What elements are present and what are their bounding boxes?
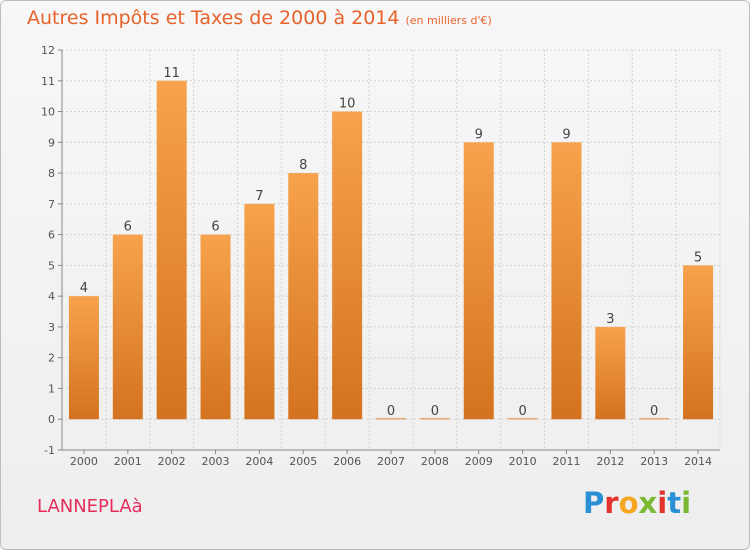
y-tick-label: 0 bbox=[48, 413, 55, 426]
x-tick-label: 2012 bbox=[596, 455, 624, 468]
data-label: 10 bbox=[339, 97, 356, 112]
y-tick-label: 9 bbox=[48, 136, 55, 149]
y-tick-label: 6 bbox=[48, 229, 55, 242]
axes bbox=[58, 49, 720, 454]
data-labels: 4 6 11 6 7 8 10 0 0 9 0 9 3 0 5 bbox=[80, 66, 702, 419]
x-tick-label: 2004 bbox=[245, 455, 273, 468]
logo-letter: i bbox=[681, 486, 692, 520]
data-label: 6 bbox=[211, 220, 219, 235]
x-tick-label: 2000 bbox=[70, 455, 98, 468]
data-label: 0 bbox=[387, 404, 395, 419]
logo-letter: P bbox=[583, 486, 605, 520]
bar bbox=[419, 418, 450, 420]
y-tick-label: 7 bbox=[48, 198, 55, 211]
y-tick-label: 2 bbox=[48, 352, 55, 365]
x-tick-label: 2007 bbox=[377, 455, 405, 468]
data-label: 0 bbox=[650, 404, 658, 419]
y-tick-label: 1 bbox=[48, 382, 55, 395]
x-tick-label: 2011 bbox=[552, 455, 580, 468]
x-tick-label: 2009 bbox=[465, 455, 493, 468]
logo-letter: r bbox=[604, 486, 619, 520]
bar bbox=[112, 234, 143, 420]
bar bbox=[156, 80, 187, 420]
chart-title-text: Autres Impôts et Taxes de 2000 à 2014 bbox=[27, 7, 400, 29]
data-label: 6 bbox=[124, 220, 132, 235]
x-tick-label: 2014 bbox=[684, 455, 712, 468]
data-label: 7 bbox=[255, 189, 263, 204]
bar bbox=[463, 142, 494, 420]
data-label: 0 bbox=[518, 404, 526, 419]
logo-letter: i bbox=[657, 486, 668, 520]
bar bbox=[595, 326, 626, 420]
x-tick-label: 2003 bbox=[202, 455, 230, 468]
bar bbox=[332, 111, 363, 420]
logo-letter: t bbox=[667, 486, 682, 520]
bar bbox=[244, 203, 275, 420]
bar bbox=[200, 234, 231, 420]
y-tick-label: 3 bbox=[48, 321, 55, 334]
x-tick-label: 2002 bbox=[158, 455, 186, 468]
x-tick-label: 2008 bbox=[421, 455, 449, 468]
y-tick-label: 12 bbox=[41, 44, 55, 57]
bars bbox=[68, 80, 714, 420]
data-label: 5 bbox=[694, 250, 702, 265]
y-tick-label: 4 bbox=[48, 290, 55, 303]
commune-name: LANNEPLAà bbox=[37, 496, 143, 517]
data-label: 3 bbox=[606, 312, 614, 327]
data-label: 4 bbox=[80, 281, 88, 296]
proxiti-logo: Proxiti bbox=[583, 486, 691, 520]
logo-letter: o bbox=[618, 486, 639, 520]
bar bbox=[376, 418, 406, 420]
x-tick-label: 2001 bbox=[114, 455, 142, 468]
bar bbox=[683, 265, 714, 420]
bar bbox=[288, 173, 319, 420]
x-tick-label: 2013 bbox=[640, 455, 668, 468]
logo-letter: x bbox=[638, 486, 658, 520]
bar bbox=[507, 418, 538, 420]
data-label: 9 bbox=[475, 127, 483, 142]
chart-title: Autres Impôts et Taxes de 2000 à 2014 (en… bbox=[27, 7, 492, 29]
chart-unit: (en milliers d'€) bbox=[405, 14, 492, 27]
data-label: 9 bbox=[562, 127, 570, 142]
data-label: 0 bbox=[431, 404, 439, 419]
x-tick-label: 2005 bbox=[289, 455, 317, 468]
data-label: 8 bbox=[299, 158, 307, 173]
bar bbox=[68, 296, 99, 420]
x-tick-label: 2010 bbox=[509, 455, 537, 468]
data-label: 11 bbox=[163, 66, 180, 81]
y-tick-label: 10 bbox=[41, 106, 55, 119]
y-tick-label: 8 bbox=[48, 167, 55, 180]
bar bbox=[639, 418, 670, 420]
y-tick-label: 11 bbox=[41, 75, 55, 88]
y-tick-label: -1 bbox=[44, 444, 55, 457]
y-tick-label: 5 bbox=[48, 259, 55, 272]
bar bbox=[551, 142, 582, 420]
x-tick-label: 2006 bbox=[333, 455, 361, 468]
